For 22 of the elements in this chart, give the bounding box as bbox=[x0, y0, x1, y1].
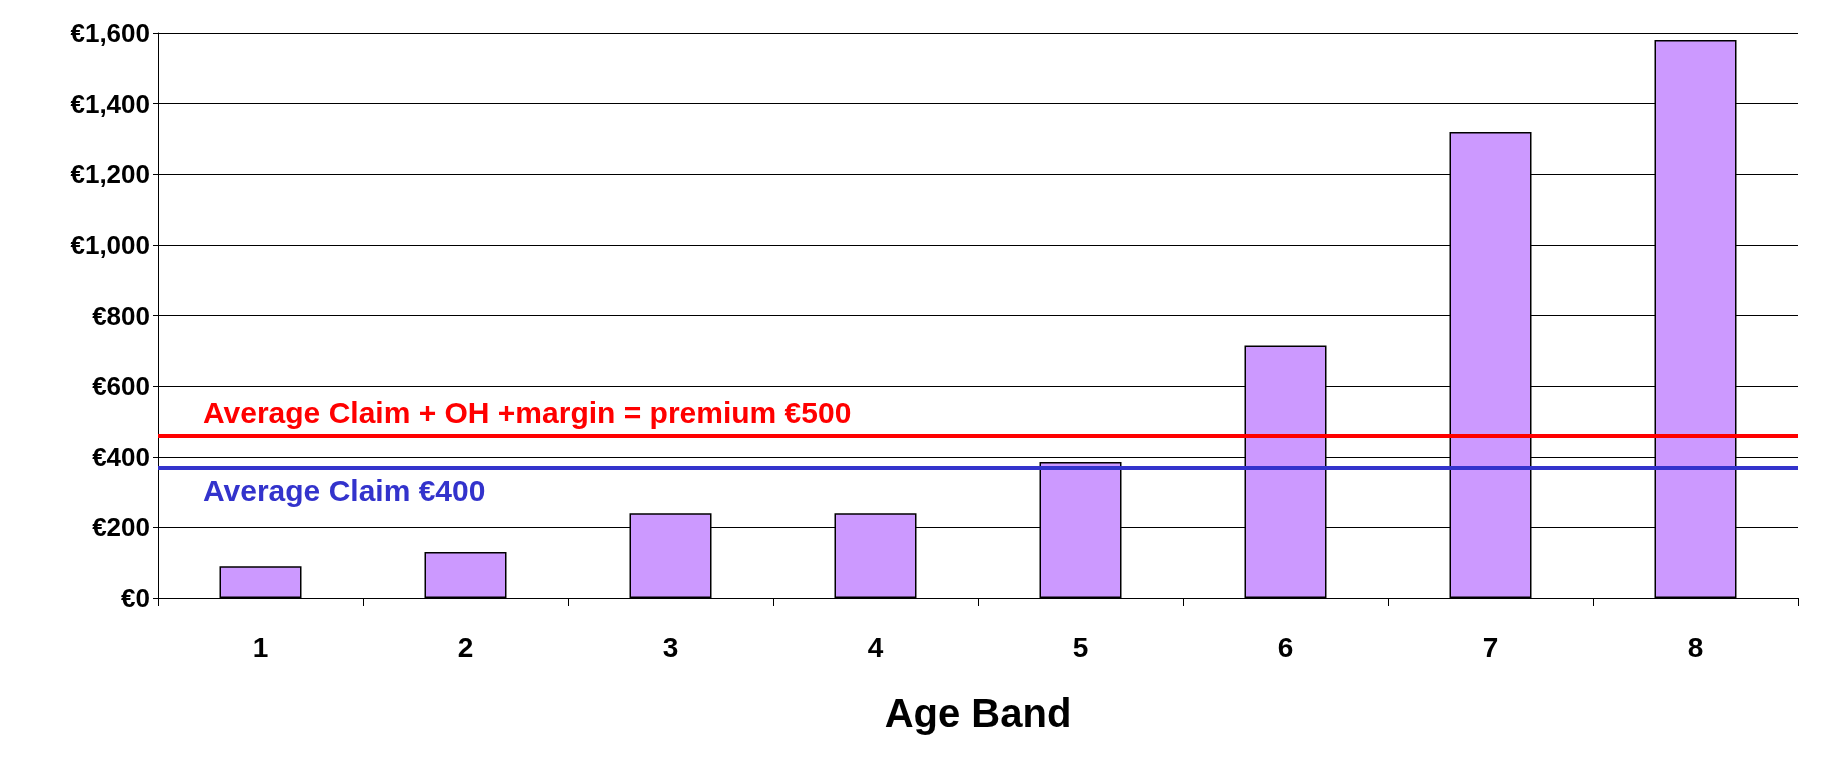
y-tick-label: €600 bbox=[92, 371, 150, 402]
x-tick-label: 2 bbox=[457, 631, 474, 663]
y-tick-label: €400 bbox=[92, 441, 150, 472]
y-tick-label: €1,400 bbox=[70, 88, 150, 119]
y-tick-label: €0 bbox=[121, 583, 150, 613]
x-tick-label: 3 bbox=[662, 631, 679, 663]
x-tick-label: 6 bbox=[1277, 631, 1294, 663]
x-axis-title: Age Band bbox=[884, 691, 1072, 735]
y-tick-label: €800 bbox=[92, 300, 150, 331]
x-tick-label: 5 bbox=[1072, 631, 1089, 663]
ref-line-label: Average Claim + OH +margin = premium €500 bbox=[203, 396, 852, 430]
y-tick-label: €1,600 bbox=[70, 18, 150, 48]
bar bbox=[424, 552, 507, 598]
bar bbox=[219, 566, 302, 598]
x-tick-label: 4 bbox=[867, 631, 884, 663]
x-tick-label: 8 bbox=[1687, 631, 1704, 663]
y-tick-label: €1,200 bbox=[70, 159, 150, 190]
ref-line-label: Average Claim €400 bbox=[203, 473, 486, 507]
y-tick-label: €1,000 bbox=[70, 229, 150, 260]
x-tick-label: 7 bbox=[1482, 631, 1499, 663]
y-tick-label: €200 bbox=[92, 512, 150, 543]
x-tick-label: 1 bbox=[252, 631, 269, 663]
